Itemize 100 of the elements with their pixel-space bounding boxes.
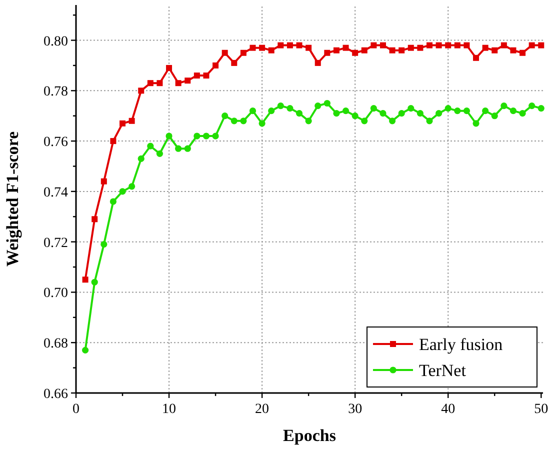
point: [258, 120, 266, 127]
x-tick-label: 40: [441, 402, 456, 417]
point: [156, 80, 163, 86]
point: [333, 47, 340, 54]
point: [231, 60, 238, 66]
point: [212, 132, 219, 140]
point: [426, 118, 433, 124]
point: [444, 105, 452, 112]
point: [528, 102, 536, 110]
point: [482, 44, 488, 51]
point: [120, 120, 126, 126]
point: [250, 44, 256, 51]
point: [184, 78, 191, 84]
point: [286, 42, 293, 48]
point: [128, 183, 136, 190]
point: [286, 105, 294, 112]
point: [388, 118, 396, 124]
x-tick-label: 0: [72, 402, 80, 417]
point: [268, 108, 275, 114]
point: [138, 155, 144, 162]
point: [314, 102, 322, 110]
y-tick-label: 0.80: [44, 34, 68, 50]
point: [166, 64, 172, 71]
x-tick-label: 30: [348, 402, 362, 417]
y-tick-label: 0.68: [44, 336, 68, 352]
point: [306, 44, 312, 51]
point: [175, 145, 182, 152]
point: [352, 50, 358, 56]
point: [110, 138, 116, 144]
point: [538, 42, 544, 48]
point: [454, 42, 460, 48]
point: [538, 105, 544, 112]
point: [91, 278, 98, 286]
point: [426, 42, 433, 48]
x-tick-label: 50: [534, 402, 548, 417]
y-tick-label: 0.66: [44, 387, 68, 402]
point: [408, 44, 414, 51]
point: [464, 42, 470, 48]
point: [528, 42, 535, 48]
point: [194, 132, 200, 140]
point: [128, 118, 135, 124]
point: [212, 62, 219, 68]
point: [324, 50, 330, 56]
point: [296, 42, 302, 48]
point: [510, 108, 517, 114]
point: [342, 108, 350, 114]
point: [370, 105, 377, 112]
point: [398, 110, 405, 117]
point: [110, 198, 117, 205]
point: [352, 112, 358, 120]
point: [500, 42, 507, 48]
point: [147, 80, 154, 86]
y-tick-label: 0.72: [44, 236, 68, 251]
point: [492, 47, 498, 54]
point: [398, 47, 405, 54]
point: [249, 108, 256, 114]
point: [408, 105, 414, 112]
x-tick-label: 10: [162, 402, 176, 417]
y-tick-label: 0.78: [44, 84, 68, 100]
point: [240, 50, 246, 56]
point: [147, 142, 154, 150]
point: [314, 60, 321, 66]
point: [240, 118, 247, 124]
point: [416, 110, 424, 117]
y-tick-label: 0.74: [44, 185, 68, 200]
x-tick-label: 20: [255, 402, 270, 417]
point: [184, 145, 191, 152]
point: [222, 112, 228, 120]
x-axis-title: Epochs: [283, 426, 336, 445]
point: [166, 132, 172, 140]
point: [510, 47, 516, 54]
point: [463, 108, 470, 114]
point: [324, 100, 330, 107]
legend-label: Early fusion: [419, 335, 504, 354]
point: [333, 110, 340, 117]
point: [472, 120, 480, 127]
point: [305, 118, 312, 124]
y-tick-label: 0.70: [44, 286, 68, 302]
point: [491, 112, 498, 120]
point: [370, 42, 377, 48]
point: [445, 42, 452, 48]
point: [175, 80, 182, 86]
point: [417, 44, 424, 51]
point: [92, 216, 98, 222]
point: [100, 178, 107, 184]
point: [82, 276, 88, 283]
point: [278, 42, 284, 48]
point: [519, 110, 526, 117]
point: [100, 241, 108, 248]
point: [203, 72, 210, 79]
point: [82, 346, 89, 354]
point: [259, 44, 266, 51]
legend-label: TerNet: [419, 361, 466, 380]
point: [361, 47, 368, 54]
point: [277, 102, 284, 110]
point: [389, 47, 396, 54]
point: [138, 88, 144, 94]
point: [119, 188, 126, 195]
point: [482, 108, 489, 114]
point: [296, 110, 303, 117]
